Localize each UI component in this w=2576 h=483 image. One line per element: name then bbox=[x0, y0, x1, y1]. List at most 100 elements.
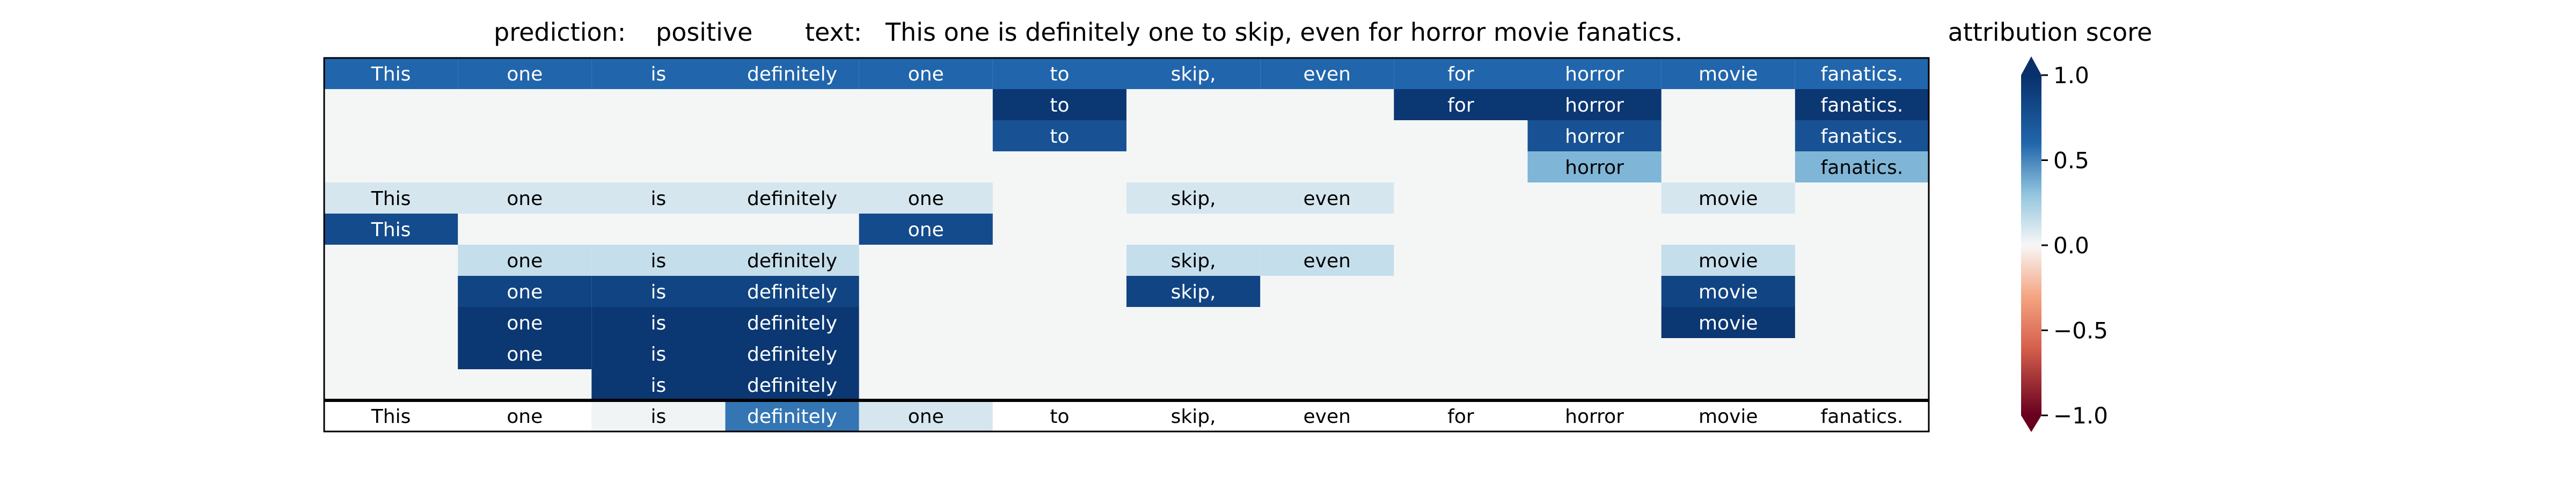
summary-cell-label: fanatics. bbox=[1821, 406, 1904, 428]
heatmap-cell-label: for bbox=[1447, 94, 1474, 116]
heatmap-cell bbox=[992, 89, 1126, 120]
heatmap-cell bbox=[1795, 120, 1929, 151]
heatmap-cell bbox=[1795, 89, 1929, 120]
summary-cell-label: even bbox=[1304, 406, 1351, 428]
colorbar-bottom-arrow bbox=[2021, 415, 2041, 432]
heatmap-cell-label: horror bbox=[1565, 126, 1624, 148]
heatmap-cell-label: is bbox=[651, 375, 667, 397]
heatmap-cell-label: one bbox=[507, 63, 543, 85]
heatmap-summary-row: This one is definitely one to skip, even for horr… bbox=[324, 400, 1929, 431]
heatmap-cell bbox=[725, 369, 859, 400]
heatmap-cell-label: fanatics. bbox=[1821, 126, 1904, 148]
heatmap-cell-label: movie bbox=[1699, 281, 1758, 303]
heatmap-cell-label: to bbox=[1050, 63, 1069, 85]
heatmap-cell bbox=[458, 338, 592, 369]
heatmap-cell-label: even bbox=[1304, 250, 1351, 272]
summary-cell bbox=[458, 400, 592, 431]
summary-cell-label: horror bbox=[1565, 406, 1624, 428]
summary-cell bbox=[725, 400, 859, 431]
summary-cell bbox=[1795, 400, 1929, 431]
heatmap-cell-label: is bbox=[651, 188, 667, 210]
heatmap-cell bbox=[324, 214, 458, 245]
heatmap-cell bbox=[725, 338, 859, 369]
heatmap-cell bbox=[1126, 58, 1261, 89]
colorbar-tick-label: 1.0 bbox=[2053, 62, 2089, 89]
heatmap-cell bbox=[591, 307, 726, 338]
heatmap-cell-label: is bbox=[651, 250, 667, 272]
heatmap-cell-label: fanatics. bbox=[1821, 157, 1904, 179]
heatmap-cell bbox=[725, 182, 859, 214]
heatmap-cell-label: definitely bbox=[747, 281, 837, 303]
heatmap-cell-label: one bbox=[507, 343, 543, 365]
colorbar-gradient bbox=[2021, 75, 2041, 415]
heatmap-cell bbox=[591, 58, 726, 89]
heatmap-cell bbox=[458, 182, 592, 214]
heatmap-cell bbox=[324, 182, 458, 214]
heatmap-cell-label: one bbox=[507, 312, 543, 334]
heatmap-cell bbox=[591, 369, 726, 400]
heatmap-cell bbox=[458, 276, 592, 307]
summary-cell-label: one bbox=[908, 406, 944, 428]
heatmap-cell bbox=[1661, 182, 1795, 214]
heatmap-cell-label: even bbox=[1304, 188, 1351, 210]
heatmap-cell-label: one bbox=[908, 219, 944, 241]
heatmap-cell bbox=[725, 245, 859, 276]
heatmap-cell bbox=[324, 58, 458, 89]
heatmap-cell-label: skip, bbox=[1171, 250, 1216, 272]
heatmap-cell bbox=[591, 182, 726, 214]
heatmap-cell-label: definitely bbox=[747, 63, 837, 85]
heatmap-cell-label: one bbox=[507, 250, 543, 272]
heatmap-cell-label: movie bbox=[1699, 63, 1758, 85]
heatmap-cell bbox=[1394, 89, 1528, 120]
summary-cell-label: is bbox=[651, 406, 667, 428]
heatmap-cell-label: to bbox=[1050, 126, 1069, 148]
heatmap-cell-label: even bbox=[1304, 63, 1351, 85]
summary-cell-label: movie bbox=[1699, 406, 1758, 428]
heatmap-cell-label: definitely bbox=[747, 312, 837, 334]
summary-cell bbox=[1661, 400, 1795, 431]
heatmap-cell-label: one bbox=[908, 63, 944, 85]
colorbar-title: attribution score bbox=[1948, 18, 2153, 47]
summary-cell-label: one bbox=[507, 406, 543, 428]
heatmap-cell bbox=[591, 245, 726, 276]
heatmap-cell bbox=[1661, 307, 1795, 338]
heatmap-cell-label: movie bbox=[1699, 188, 1758, 210]
heatmap-cell bbox=[725, 307, 859, 338]
heatmap-cell-label: is bbox=[651, 63, 667, 85]
summary-cell bbox=[1126, 400, 1261, 431]
heatmap-cell bbox=[1126, 182, 1261, 214]
heatmap-cell-label: skip, bbox=[1171, 281, 1216, 303]
heatmap-cell-label: one bbox=[908, 188, 944, 210]
heatmap-cell bbox=[458, 307, 592, 338]
prediction-value: positive bbox=[656, 18, 752, 47]
heatmap-cell-label: one bbox=[507, 188, 543, 210]
summary-cell bbox=[324, 400, 458, 431]
heatmap-cell bbox=[1661, 245, 1795, 276]
heatmap-cell-label: movie bbox=[1699, 250, 1758, 272]
heatmap-cell bbox=[591, 338, 726, 369]
heatmap-cell-label: definitely bbox=[747, 343, 837, 365]
heatmap-cell bbox=[992, 120, 1126, 151]
heatmap-cell bbox=[1260, 58, 1394, 89]
summary-cell bbox=[992, 400, 1126, 431]
heatmap-cell-label: horror bbox=[1565, 63, 1624, 85]
heatmap-cell-label: This bbox=[371, 219, 411, 241]
heatmap-cell bbox=[992, 58, 1126, 89]
summary-cell-label: definitely bbox=[747, 406, 837, 428]
heatmap-cell-label: fanatics. bbox=[1821, 63, 1904, 85]
heatmap-cell bbox=[859, 214, 993, 245]
summary-cell-label: for bbox=[1447, 406, 1474, 428]
heatmap-cell bbox=[458, 245, 592, 276]
heatmap-cell bbox=[1126, 276, 1261, 307]
heatmap-cell-label: for bbox=[1447, 63, 1474, 85]
colorbar-top-arrow bbox=[2021, 56, 2041, 75]
prediction-label: prediction: bbox=[494, 18, 626, 47]
heatmap-cell bbox=[1795, 58, 1929, 89]
heatmap-cell bbox=[1260, 182, 1394, 214]
heatmap-cell-label: definitely bbox=[747, 375, 837, 397]
heatmap-frame bbox=[323, 57, 1930, 433]
heatmap-cell-label: is bbox=[651, 343, 667, 365]
colorbar-tick-label: 0.5 bbox=[2053, 148, 2089, 174]
heatmap-cell bbox=[458, 58, 592, 89]
